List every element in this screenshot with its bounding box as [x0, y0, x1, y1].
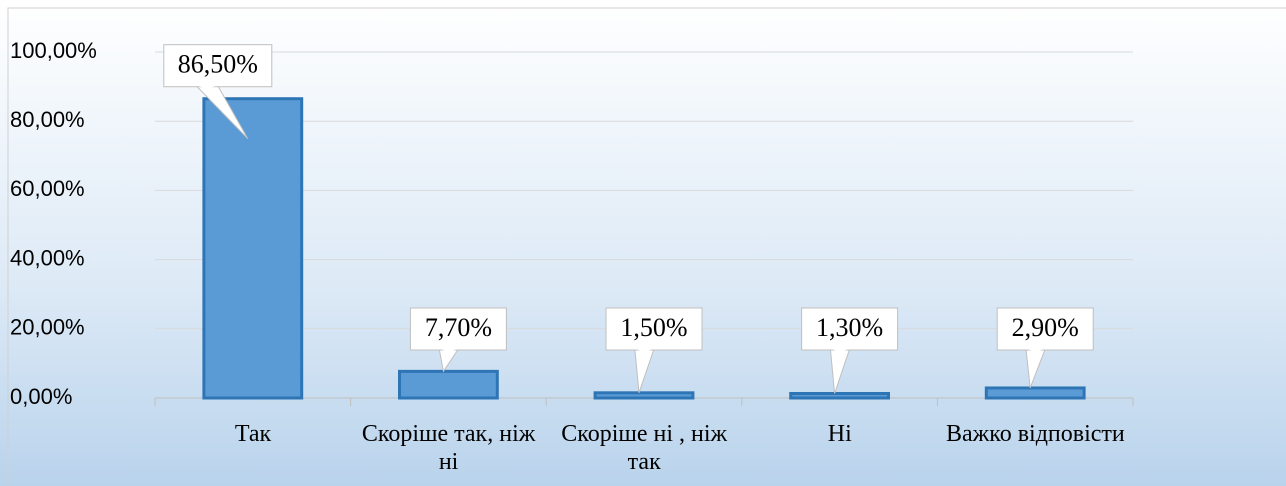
y-tick-label: 40,00%: [10, 245, 85, 270]
value-label: 1,50%: [620, 313, 687, 342]
callout-pointer: [829, 348, 851, 394]
y-tick-label: 20,00%: [10, 315, 85, 340]
bar: [789, 392, 891, 400]
bar: [202, 97, 304, 400]
callout-cover: [635, 349, 653, 352]
frame: [7, 7, 1286, 486]
callout-box: [409, 307, 507, 351]
callout-pointer: [634, 348, 655, 393]
value-label: 2,90%: [1012, 313, 1079, 342]
callout-box: [605, 307, 703, 351]
callout-cover: [440, 349, 458, 352]
callout-pointer: [1025, 348, 1046, 389]
callout-cover: [197, 85, 217, 89]
x-tick-label: Ні: [827, 421, 852, 447]
x-tick-label: Так: [234, 421, 272, 447]
x-tick-label: Важко відповісти: [946, 421, 1125, 447]
bar: [984, 386, 1086, 400]
callout-pointer: [438, 348, 460, 373]
callout-box: [801, 307, 899, 351]
x-tick-label: Скоріше ні , ніж так: [561, 421, 728, 475]
value-label: 86,50%: [178, 50, 258, 79]
callout-cover: [1027, 349, 1045, 352]
bar: [398, 369, 499, 400]
y-tick-label: 80,00%: [10, 107, 85, 132]
y-tick-label: 0,00%: [10, 384, 72, 409]
y-tick-label: 60,00%: [10, 176, 85, 201]
callout-box: [996, 307, 1094, 351]
value-label: 1,30%: [816, 313, 883, 342]
bar: [593, 391, 695, 400]
callout-cover: [831, 349, 849, 352]
value-label: 7,70%: [425, 313, 492, 342]
y-tick-label: 100,00%: [10, 38, 97, 63]
x-tick-label: Скоріше так, ніж ні: [361, 421, 536, 475]
callout-box: [163, 44, 273, 88]
